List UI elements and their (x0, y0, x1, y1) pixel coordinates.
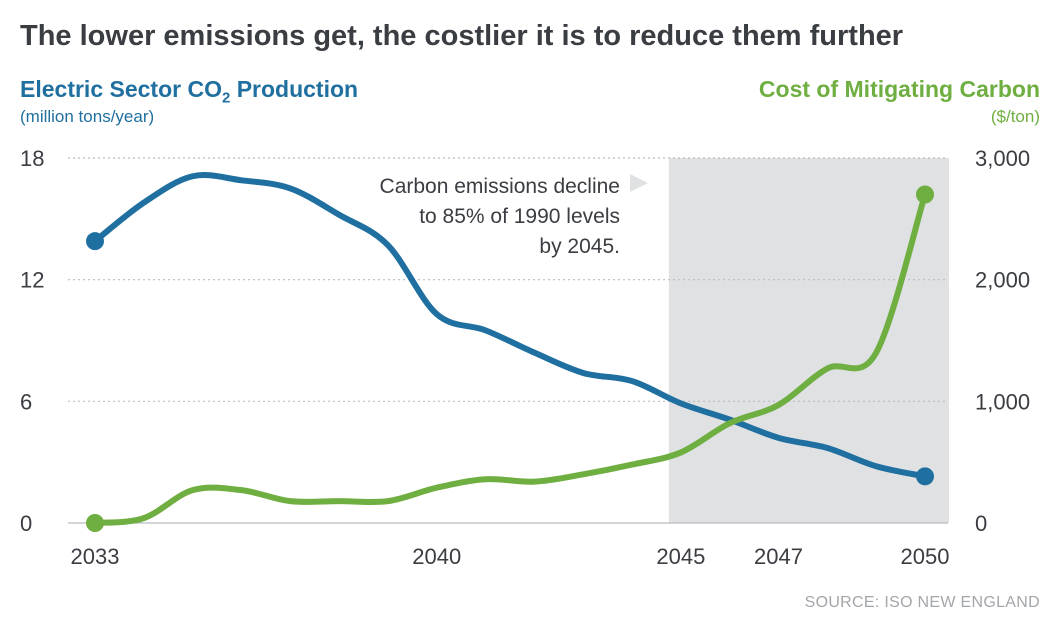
mitigation-cost-line-point (776, 402, 782, 408)
emissions-line-point (141, 200, 147, 206)
emissions-line-point (678, 400, 684, 406)
mitigation-cost-line-point (287, 498, 293, 504)
x-tick-label: 2040 (412, 544, 461, 569)
right-axis-title: Cost of Mitigating Carbon (758, 76, 1040, 102)
left-tick-label: 18 (20, 146, 44, 171)
emissions-line-point (336, 212, 342, 218)
emissions-line-point (824, 445, 830, 451)
x-tick-label: 2045 (656, 544, 705, 569)
mitigation-cost-line-point (238, 487, 244, 493)
shaded-period-2045-2050 (668, 158, 949, 523)
mitigation-cost-line-point (434, 485, 440, 491)
source-note: SOURCE: ISO NEW ENGLAND (804, 594, 1040, 611)
left-tick-label: 12 (20, 268, 44, 293)
mitigation-cost-line-point (873, 350, 879, 356)
mitigation-cost-line (92, 191, 928, 526)
emissions-line-point (483, 327, 489, 333)
emissions-line-point (531, 350, 537, 356)
mitigation-cost-line-point (824, 365, 830, 371)
mitigation-cost-line-point (727, 420, 733, 426)
emissions-line-point (580, 370, 586, 376)
mitigation-cost-line-point (483, 476, 489, 482)
emissions-line-point (629, 378, 635, 384)
left-axis-title-subscript: 2 (221, 89, 231, 107)
annotation-arrow-icon (630, 174, 648, 192)
emissions-line (92, 172, 928, 480)
mitigation-cost-line-point (678, 449, 684, 455)
annotation-line-2: to 85% of 1990 levels (419, 205, 620, 228)
emissions-line-point (86, 232, 104, 251)
mitigation-cost-line-point (190, 487, 196, 493)
left-axis-title: Electric Sector CO2 Production (20, 76, 358, 107)
chart-title: The lower emissions get, the costlier it… (20, 20, 904, 52)
mitigation-cost-line-point (385, 498, 391, 504)
mitigation-cost-line-point (141, 515, 147, 521)
x-tick-label: 2033 (71, 544, 120, 569)
emissions-line-point (916, 467, 934, 486)
emissions-line-point (385, 242, 391, 248)
x-tick-label: 2047 (754, 544, 803, 569)
annotation-line-1: Carbon emissions decline (380, 175, 620, 198)
left-tick-label: 6 (20, 389, 32, 414)
mitigation-cost-line-point (916, 185, 934, 204)
left-axis-title-end: Production (230, 76, 359, 102)
right-tick-label: 0 (975, 511, 987, 536)
left-axis-unit: (million tons/year) (20, 107, 155, 126)
emissions-line-point (873, 463, 879, 469)
left-tick-label: 0 (20, 511, 32, 536)
annotation-line-3: by 2045. (539, 235, 620, 258)
mitigation-cost-line-point (336, 498, 342, 504)
mitigation-cost-line-point (629, 462, 635, 468)
right-tick-label: 1,000 (975, 389, 1030, 414)
emissions-line-point (287, 185, 293, 191)
emissions-line-point (238, 177, 244, 183)
right-tick-label: 2,000 (975, 268, 1030, 293)
left-axis-title-main: Electric Sector CO (20, 76, 222, 102)
emissions-line-point (776, 435, 782, 441)
right-tick-label: 3,000 (975, 146, 1030, 171)
right-axis-unit: ($/ton) (990, 107, 1040, 126)
emissions-line-point (434, 311, 440, 317)
x-tick-label: 2050 (901, 544, 950, 569)
mitigation-cost-line-point (86, 514, 104, 532)
mitigation-cost-line-point (580, 471, 586, 477)
emissions-line-point (190, 173, 196, 179)
mitigation-cost-line-point (531, 479, 537, 485)
